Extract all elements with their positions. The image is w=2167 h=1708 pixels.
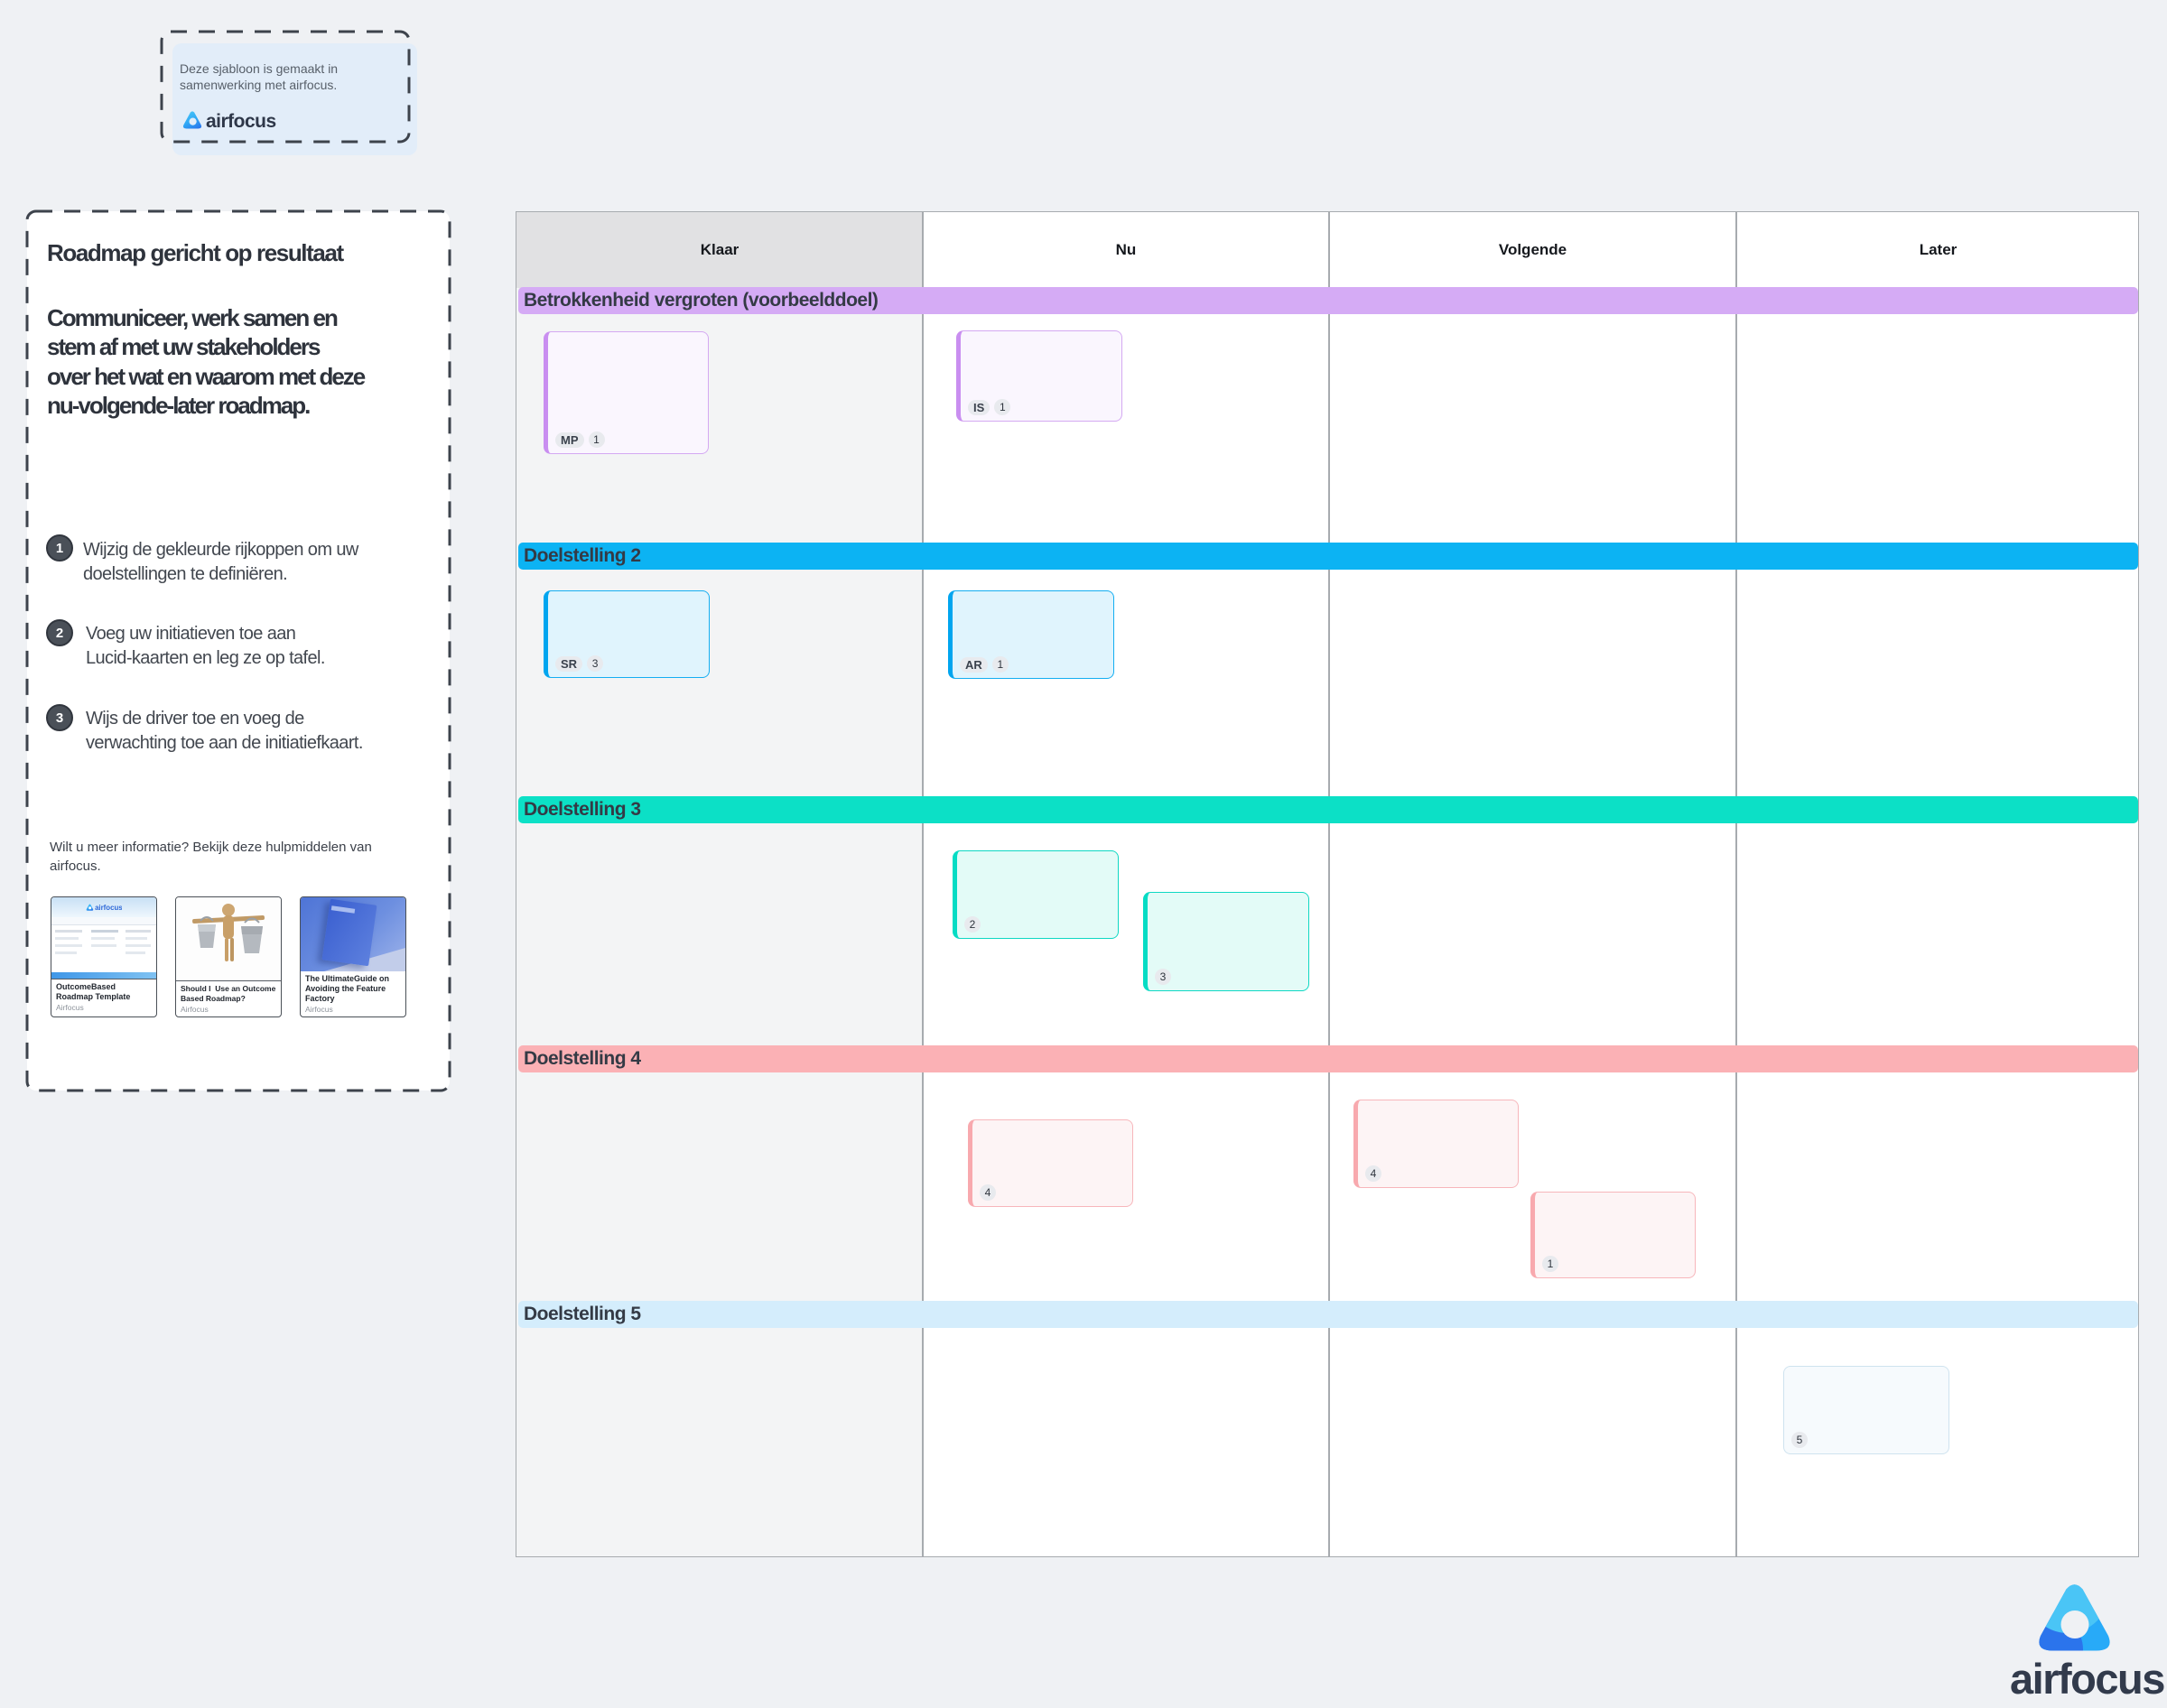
svg-text:airfocus: airfocus — [95, 904, 122, 912]
svg-text:airfocus: airfocus — [206, 111, 276, 132]
